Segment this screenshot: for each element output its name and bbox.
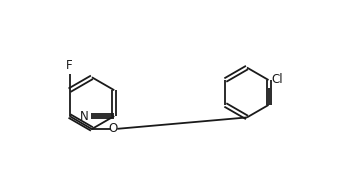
Text: Cl: Cl [271,73,283,86]
Text: O: O [109,122,118,135]
Text: F: F [66,59,73,72]
Text: N: N [80,110,88,122]
